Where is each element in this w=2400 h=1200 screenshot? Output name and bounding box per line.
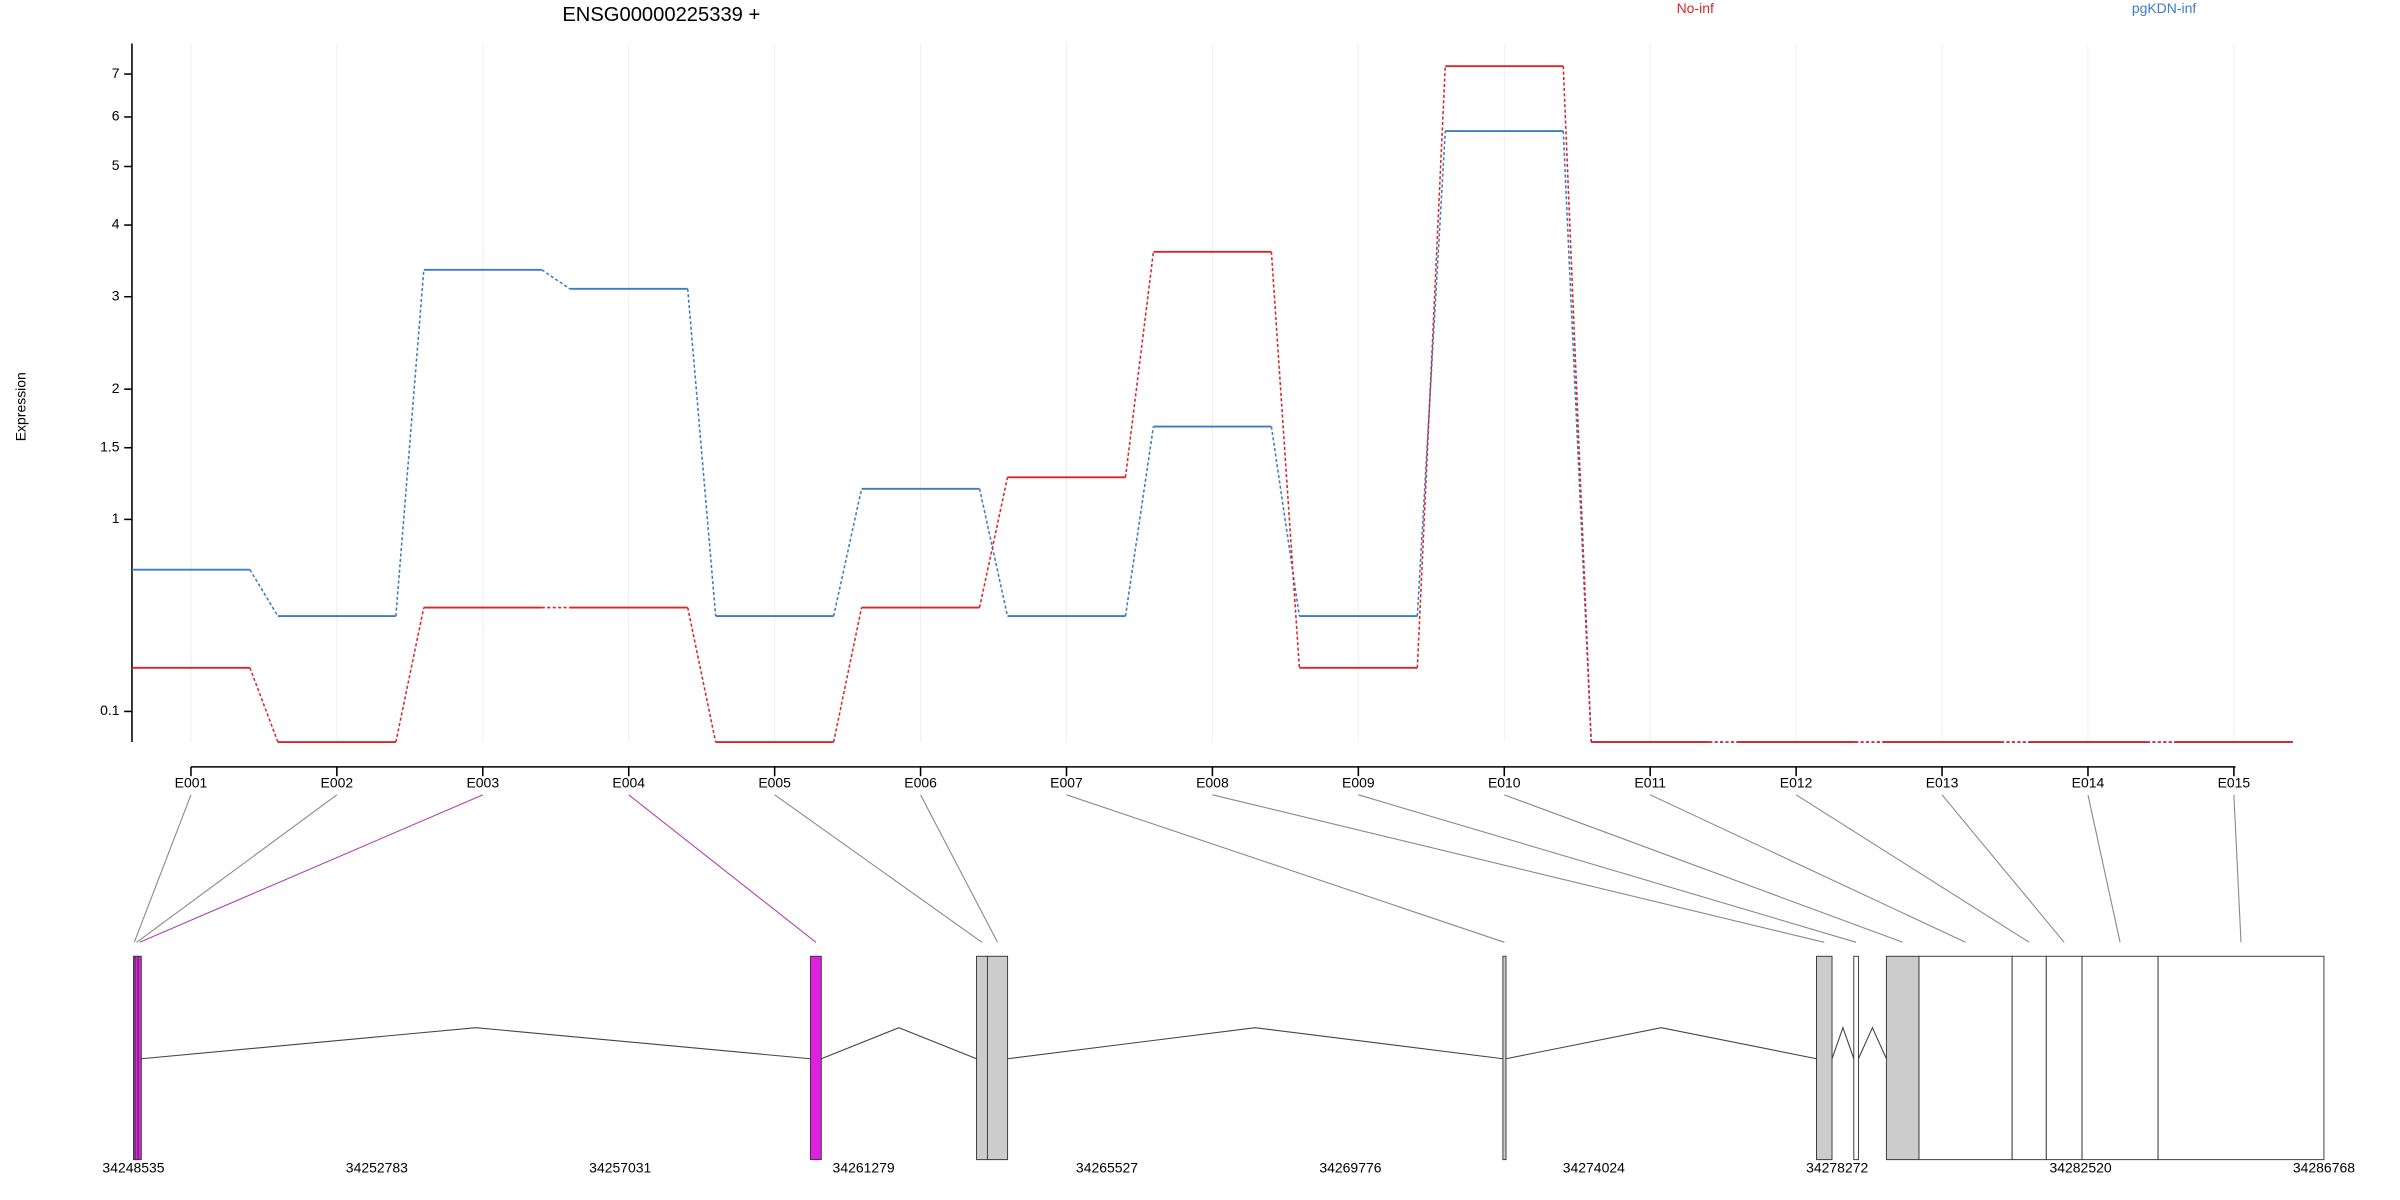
connector xyxy=(395,269,425,617)
x-tick-label: E014 xyxy=(2072,775,2105,791)
intron xyxy=(821,1027,977,1060)
connector xyxy=(1270,251,1301,668)
exon-link xyxy=(774,794,983,943)
coordinate-label: 34274024 xyxy=(1563,1160,1625,1176)
intron xyxy=(1505,1027,1817,1060)
exon-link xyxy=(1212,794,1825,943)
exon xyxy=(137,955,142,1161)
intron xyxy=(1831,1026,1855,1059)
exon-link xyxy=(1941,794,2065,943)
exon-link xyxy=(2233,794,2242,943)
exon-link xyxy=(139,794,484,943)
legend-entry: No-inf xyxy=(1677,0,1714,16)
x-tick-label: E010 xyxy=(1488,775,1521,791)
connector xyxy=(541,269,571,290)
exon xyxy=(1816,955,1833,1161)
x-tick-label: E015 xyxy=(2218,775,2251,791)
x-tick-label: E006 xyxy=(904,775,937,791)
y-tick-label: 1.5 xyxy=(100,438,120,454)
exon-link xyxy=(1066,794,1505,943)
exon-link xyxy=(920,794,999,943)
intron xyxy=(1007,1027,1503,1060)
y-tick-label: 0.1 xyxy=(100,702,120,718)
coordinate-label: 34265527 xyxy=(1076,1160,1138,1176)
coordinate-label: 34278272 xyxy=(1806,1160,1868,1176)
connector xyxy=(832,607,863,743)
exon xyxy=(2081,955,2159,1161)
coordinate-label: 34286768 xyxy=(2293,1160,2355,1176)
y-tick-label: 3 xyxy=(112,287,120,303)
exon-link xyxy=(1795,794,2030,943)
y-tick-label: 1 xyxy=(112,510,120,526)
legend-entry: pgKDN-inf xyxy=(2132,0,2197,16)
coordinate-label: 34252783 xyxy=(346,1160,408,1176)
connector xyxy=(1416,131,1447,617)
exon-link xyxy=(628,794,817,943)
connector xyxy=(395,607,425,743)
connector xyxy=(1270,426,1301,617)
x-tick-label: E005 xyxy=(758,775,791,791)
exon xyxy=(2011,955,2047,1161)
coordinate-label: 34282520 xyxy=(2049,1160,2111,1176)
connector xyxy=(1124,251,1155,478)
exon xyxy=(1853,955,1859,1161)
exon xyxy=(1918,955,2013,1161)
exon-link xyxy=(133,794,192,943)
y-tick-label: 2 xyxy=(112,380,120,396)
x-tick-label: E002 xyxy=(321,775,354,791)
exon xyxy=(2045,955,2083,1161)
connector xyxy=(249,667,279,743)
exon-link xyxy=(1358,794,1857,943)
x-tick-label: E004 xyxy=(612,775,645,791)
exon-link xyxy=(2087,794,2121,943)
coordinate-label: 34248535 xyxy=(102,1160,164,1176)
connector xyxy=(1416,66,1447,668)
chart-title: ENSG00000225339 + xyxy=(562,4,760,26)
connector xyxy=(686,288,717,617)
connector xyxy=(832,488,863,617)
x-tick-label: E012 xyxy=(1780,775,1813,791)
intron xyxy=(1857,1026,1887,1059)
exon-link xyxy=(1649,794,1966,943)
x-tick-label: E011 xyxy=(1634,775,1666,791)
x-tick-label: E009 xyxy=(1342,775,1375,791)
y-tick-label: 7 xyxy=(112,65,120,81)
coordinate-label: 34261279 xyxy=(833,1160,895,1176)
exon-link xyxy=(1504,794,1903,943)
connector xyxy=(978,477,1009,608)
y-tick-label: 6 xyxy=(112,108,120,124)
connector xyxy=(1562,66,1592,743)
y-tick-label: 4 xyxy=(112,216,120,232)
exon xyxy=(986,955,1009,1161)
connector xyxy=(249,569,279,617)
connector xyxy=(1124,426,1155,617)
x-tick-label: E008 xyxy=(1196,775,1229,791)
exon xyxy=(1502,955,1507,1161)
x-tick-label: E003 xyxy=(466,775,499,791)
exon xyxy=(2157,955,2325,1161)
x-tick-label: E007 xyxy=(1050,775,1083,791)
exon xyxy=(976,955,988,1161)
coordinate-label: 34257031 xyxy=(589,1160,651,1176)
x-tick-label: E001 xyxy=(175,775,208,791)
connector xyxy=(978,488,1009,617)
connector xyxy=(1562,131,1592,743)
exon-link xyxy=(136,794,338,943)
y-tick-label: 5 xyxy=(112,157,120,173)
coordinate-label: 34269776 xyxy=(1319,1160,1381,1176)
exon xyxy=(809,955,822,1161)
exon xyxy=(1885,955,1920,1161)
x-tick-label: E013 xyxy=(1926,775,1959,791)
intron xyxy=(141,1027,811,1060)
y-axis-label: Expression xyxy=(12,372,28,441)
connector xyxy=(686,607,717,743)
